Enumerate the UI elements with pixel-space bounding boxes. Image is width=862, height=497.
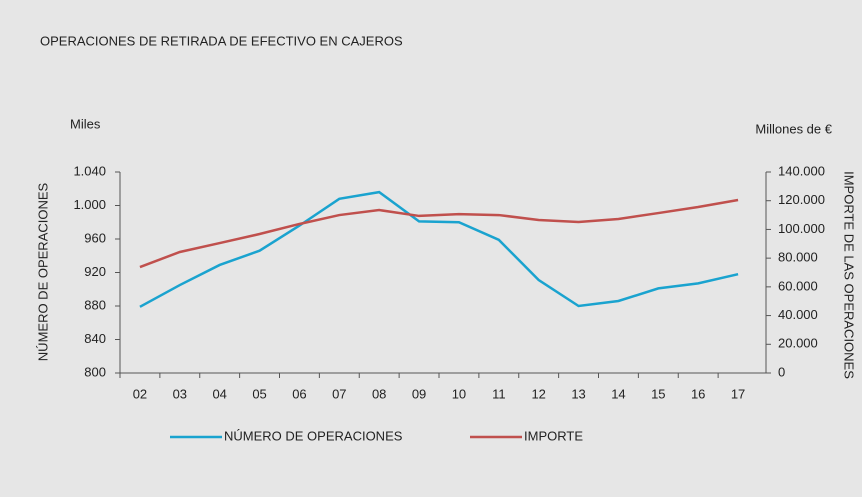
- x-tick-label: 13: [571, 386, 585, 401]
- y2-tick-label: 100.000: [778, 221, 825, 236]
- x-tick-label: 09: [412, 386, 426, 401]
- y2-unit: Millones de €: [755, 121, 832, 136]
- legend-label: IMPORTE: [524, 428, 583, 443]
- y2-tick-label: 120.000: [778, 192, 825, 207]
- y2-tick-label: 60.000: [778, 278, 818, 293]
- x-tick-label: 08: [372, 386, 386, 401]
- y2-tick-label: 40.000: [778, 307, 818, 322]
- y-tick-label: 800: [84, 364, 106, 379]
- x-tick-label: 04: [212, 386, 226, 401]
- x-tick-label: 16: [691, 386, 705, 401]
- series-line: [139, 190, 739, 308]
- x-tick-label: 05: [252, 386, 266, 401]
- chart-title: OPERACIONES DE RETIRADA DE EFECTIVO EN C…: [40, 33, 403, 48]
- series-line: [139, 198, 739, 269]
- x-tick-label: 03: [173, 386, 187, 401]
- y2-tick-label: 0: [778, 364, 785, 379]
- x-tick-label: 14: [611, 386, 625, 401]
- y-tick-label: 840: [84, 331, 106, 346]
- x-tick-label: 02: [133, 386, 147, 401]
- y2-axis-title: IMPORTE DE LAS OPERACIONES: [842, 171, 857, 379]
- legend-label: NÚMERO DE OPERACIONES: [224, 428, 403, 443]
- x-tick-label: 12: [531, 386, 545, 401]
- y-tick-label: 1.040: [73, 163, 106, 178]
- y2-tick-label: 140.000: [778, 163, 825, 178]
- y-tick-label: 920: [84, 264, 106, 279]
- y2-tick-label: 20.000: [778, 336, 818, 351]
- y-tick-label: 960: [84, 230, 106, 245]
- x-tick-label: 07: [332, 386, 346, 401]
- y-tick-label: 1.000: [73, 197, 106, 212]
- x-tick-label: 17: [731, 386, 745, 401]
- x-tick-label: 11: [492, 386, 506, 401]
- y-tick-label: 880: [84, 297, 106, 312]
- x-tick-label: 15: [651, 386, 665, 401]
- y2-tick-label: 80.000: [778, 250, 818, 265]
- y-unit: Miles: [70, 116, 101, 131]
- x-tick-label: 06: [292, 386, 306, 401]
- y-axis-title: NÚMERO DE OPERACIONES: [35, 182, 50, 361]
- x-tick-label: 10: [452, 386, 466, 401]
